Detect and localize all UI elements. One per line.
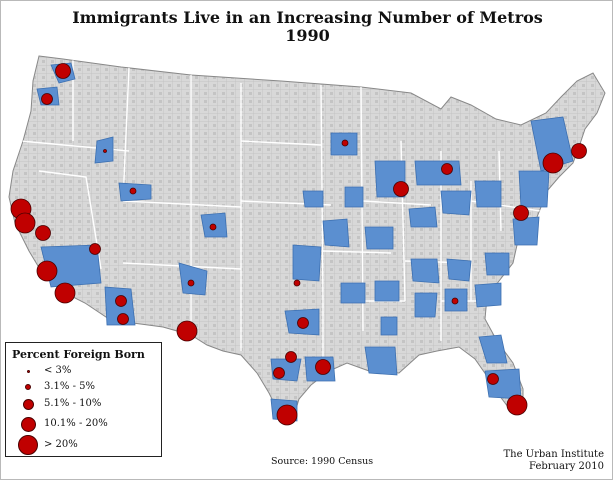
metro-marker-tampa [487,373,499,385]
credit-organization: The Urban Institute [503,449,604,460]
legend-dot-icon [20,416,36,432]
legend-item: 5.1% - 10% [6,398,161,414]
metro-marker-los-angeles [36,260,58,282]
metro-marker-boston [571,143,587,159]
legend: Percent Foreign Born < 3% 3.1% - 5% 5.1% -… [5,342,162,457]
credit-date: February 2010 [529,461,604,472]
metro-marker-san-antonio [273,367,285,379]
metro-marker-detroit [441,163,453,175]
legend-dot-icon [26,369,30,373]
map-subtitle-year: 1990 [285,26,330,45]
metro-marker-rio-grande [276,404,298,426]
metro-marker-chicago [393,181,409,197]
legend-label: 10.1% - 20% [44,418,108,429]
map-title: Immigrants Live in an Increasing Number … [72,8,543,27]
metro-marker-dallas [297,317,309,329]
metro-marker-san-diego [54,282,76,304]
metro-marker-fresno [35,225,51,241]
metro-marker-denver [209,223,217,231]
metro-marker-new-york [542,152,564,174]
legend-title: Percent Foreign Born [12,348,145,361]
legend-label: 5.1% - 10% [44,398,102,409]
metro-marker-salt-lake [129,187,137,195]
metro-marker-sf-bay [14,212,36,234]
legend-label: < 3% [44,365,72,376]
metro-marker-tucson [117,313,129,325]
metro-marker-el-paso [176,320,198,342]
metro-marker-albuquerque [187,279,195,287]
legend-item: > 20% [6,435,161,455]
metro-marker-oklahoma-city [293,279,301,287]
metro-marker-las-vegas [89,243,101,255]
metro-marker-houston [315,359,331,375]
metro-marker-portland [41,93,53,105]
credit-block: The Urban Institute February 2010 [503,449,604,473]
source-note: Source: 1990 Census [271,456,374,467]
metro-marker-boise [103,149,107,153]
legend-item: 10.1% - 20% [6,416,161,434]
metro-marker-atlanta [451,297,459,305]
metro-marker-minneapolis [341,139,349,147]
metro-marker-phoenix [115,295,127,307]
metro-marker-miami [506,394,528,416]
legend-item: < 3% [6,365,161,381]
metro-marker-seattle [55,63,71,79]
metro-marker-washington [513,205,529,221]
legend-dot-icon [18,435,38,455]
legend-label: > 20% [44,439,78,450]
legend-dot-icon [25,384,31,390]
metro-marker-austin [285,351,297,363]
legend-item: 3.1% - 5% [6,381,161,397]
legend-label: 3.1% - 5% [44,381,96,392]
foreign-born-markers [10,63,587,426]
legend-dot-icon [22,398,34,410]
